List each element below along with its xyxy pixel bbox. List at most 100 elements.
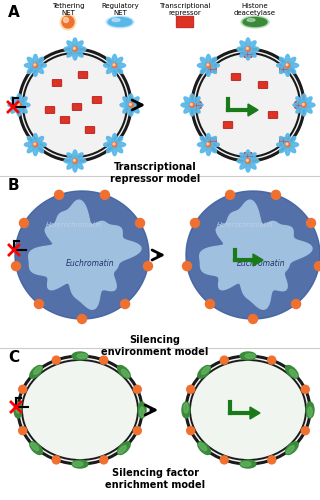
FancyBboxPatch shape [280,138,288,144]
Circle shape [271,190,280,200]
Ellipse shape [285,366,298,378]
FancyBboxPatch shape [92,96,102,103]
Ellipse shape [18,356,142,464]
Circle shape [286,64,288,66]
Ellipse shape [67,160,75,169]
Circle shape [268,356,276,364]
Ellipse shape [181,103,192,108]
Ellipse shape [11,97,19,106]
Ellipse shape [115,63,125,68]
Circle shape [129,104,132,106]
FancyBboxPatch shape [208,138,216,144]
Ellipse shape [73,161,77,172]
Ellipse shape [276,142,288,147]
Ellipse shape [24,142,36,147]
FancyBboxPatch shape [193,102,201,108]
Ellipse shape [200,65,209,74]
Circle shape [77,314,86,324]
Circle shape [220,456,228,464]
Ellipse shape [302,94,306,105]
Circle shape [12,262,20,270]
Ellipse shape [107,58,115,66]
Ellipse shape [186,356,310,464]
Text: Silencing
environment model: Silencing environment model [101,335,209,356]
Ellipse shape [202,366,210,374]
Ellipse shape [108,18,132,26]
Ellipse shape [285,134,290,144]
Circle shape [190,104,192,106]
Ellipse shape [117,366,130,378]
Circle shape [73,48,76,50]
Circle shape [246,47,250,51]
Ellipse shape [200,136,209,145]
Ellipse shape [289,370,297,377]
Ellipse shape [123,104,131,113]
Circle shape [190,218,199,228]
Circle shape [220,356,228,364]
Circle shape [246,159,250,163]
Ellipse shape [192,49,304,161]
Ellipse shape [206,66,211,76]
Ellipse shape [131,97,139,106]
Ellipse shape [240,48,248,57]
Circle shape [34,64,36,66]
Ellipse shape [27,58,36,66]
Ellipse shape [77,354,87,358]
Ellipse shape [33,134,38,144]
Ellipse shape [107,65,115,74]
Ellipse shape [192,103,203,108]
Ellipse shape [120,103,131,108]
Ellipse shape [19,97,27,106]
Ellipse shape [248,160,256,169]
Circle shape [20,218,28,228]
Circle shape [55,190,64,200]
Circle shape [187,426,195,434]
Ellipse shape [286,446,294,454]
Polygon shape [200,200,312,309]
Ellipse shape [248,47,259,52]
Ellipse shape [306,402,314,418]
FancyBboxPatch shape [258,82,268,88]
Ellipse shape [27,65,36,74]
Circle shape [112,63,117,68]
Circle shape [207,143,209,145]
Ellipse shape [33,54,38,66]
Ellipse shape [304,103,315,108]
Text: Euchromatin: Euchromatin [237,258,285,268]
Ellipse shape [246,161,250,172]
Ellipse shape [285,54,290,66]
Circle shape [133,426,141,434]
Circle shape [73,47,77,51]
Polygon shape [250,407,260,419]
FancyBboxPatch shape [78,72,88,78]
Ellipse shape [75,160,83,169]
Ellipse shape [304,104,312,113]
Ellipse shape [72,460,88,468]
Ellipse shape [104,142,115,147]
Ellipse shape [19,103,30,108]
Ellipse shape [19,104,27,113]
Ellipse shape [248,41,256,50]
Ellipse shape [184,97,192,106]
FancyBboxPatch shape [72,104,82,110]
Circle shape [33,63,38,68]
Circle shape [246,160,248,162]
Ellipse shape [16,403,20,413]
Circle shape [143,262,153,270]
Ellipse shape [302,105,306,116]
Circle shape [112,142,117,147]
FancyBboxPatch shape [295,102,303,108]
Ellipse shape [237,47,248,52]
Text: Tethering
NET: Tethering NET [52,3,84,16]
Ellipse shape [64,47,75,52]
Ellipse shape [114,58,123,66]
Text: A: A [8,5,20,20]
Ellipse shape [112,66,117,76]
Ellipse shape [67,48,75,57]
Ellipse shape [73,462,83,466]
Circle shape [73,159,77,163]
Circle shape [17,104,20,106]
Ellipse shape [296,104,304,113]
Ellipse shape [35,136,44,145]
Ellipse shape [138,402,146,418]
